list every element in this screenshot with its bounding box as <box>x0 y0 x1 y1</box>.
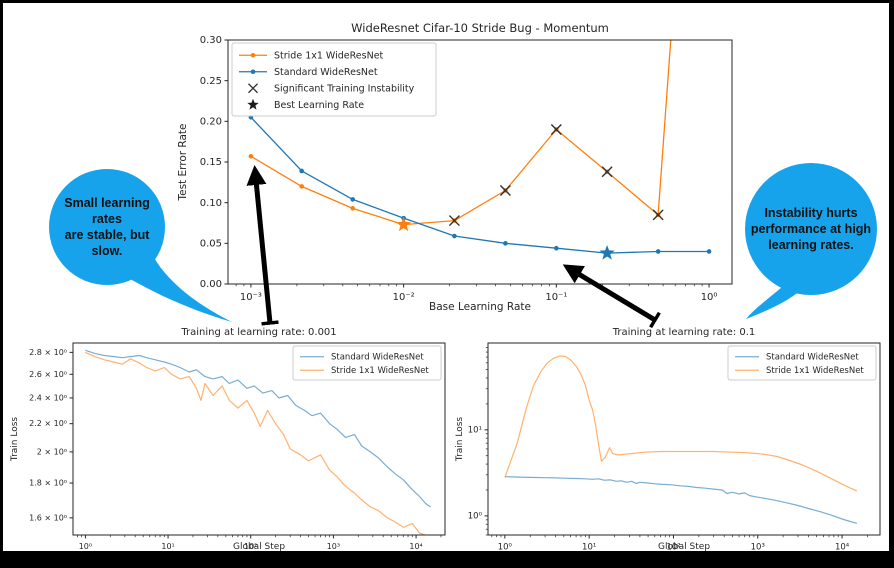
y-tick-label: 2.2 × 10⁰ <box>29 419 67 428</box>
x-tick-label: 10⁰ <box>701 292 718 303</box>
x-axis-label: Base Learning Rate <box>429 301 531 313</box>
plot-border <box>72 342 446 536</box>
instability-x-icon <box>248 83 258 94</box>
y-tick-label: 1.6 × 10⁰ <box>29 513 67 522</box>
right-speech-bubble-text: Instability hurts performance at high le… <box>750 206 872 252</box>
series-group <box>85 349 431 535</box>
train-loss-chart-lr-0001: 10⁰ 10¹ 10² 10³ 10⁴ 2.8 × 10⁰ 2.6 × 10⁰ 2.4 × 1… <box>10 327 446 551</box>
plot-border <box>487 342 881 536</box>
instability-markers <box>448 123 664 227</box>
x-tick-label: 10⁴ <box>409 542 422 551</box>
x-tick-label: 10¹ <box>161 542 174 551</box>
x-tick-label: 10³ <box>327 542 340 551</box>
y-tick-label: 1.8 × 10⁰ <box>29 479 67 488</box>
legend: Standard WideResNet Stride 1x1 WideResNet <box>727 345 877 381</box>
data-point <box>350 206 355 211</box>
data-point <box>350 197 355 202</box>
data-point <box>299 168 304 174</box>
y-tick-label: 2 × 10⁰ <box>37 447 67 456</box>
y-axis-label: Test Error Rate <box>177 123 189 201</box>
left-speech-bubble-text: Small learning rates are stable, but slo… <box>64 196 150 258</box>
legend-label: Significant Training Instability <box>274 83 415 94</box>
y-axis-label: Train Loss <box>10 417 20 463</box>
legend: Stride 1x1 WideResNet Standard WideResNet… <box>231 42 437 117</box>
y-tick-label: 0.15 <box>200 157 222 168</box>
y-axis: 0.00 0.05 0.10 0.15 0.20 0.25 0.30 <box>200 35 228 290</box>
data-point <box>706 249 712 254</box>
left-speech-bubble: Small learning rates are stable, but slo… <box>49 169 165 285</box>
series-line <box>250 116 710 254</box>
slide-canvas: 10⁻³ 10⁻² 10⁻¹ 10⁰ 0.00 0.05 0.10 0.15 0.20 0.25 0… <box>3 3 889 551</box>
legend-label: Stride 1x1 WideResNet <box>274 50 384 61</box>
data-point <box>503 241 508 246</box>
legend-label: Standard WideResNet <box>766 353 859 363</box>
legend-label: Stride 1x1 WideResNet <box>766 366 864 376</box>
x-tick-label: 10¹ <box>582 543 596 552</box>
legend-box <box>727 345 877 381</box>
series-group <box>504 355 858 524</box>
plot-border <box>227 39 733 285</box>
x-tick-label: 10⁻³ <box>240 292 262 303</box>
instability-x-icon <box>448 215 460 227</box>
series-line <box>504 476 858 524</box>
right-speech-bubble: Instability hurts performance at high le… <box>745 163 877 295</box>
y-tick-label: 0.25 <box>200 76 222 87</box>
series-line <box>504 355 858 492</box>
legend-star-icon <box>247 98 259 110</box>
instability-x-icon <box>601 166 613 178</box>
y-tick-label: 2.6 × 10⁰ <box>29 370 67 379</box>
x-tick-label: 10² <box>666 543 680 552</box>
best-lr-star-icon <box>599 245 615 260</box>
data-point <box>554 245 559 251</box>
legend: Standard WideResNet Stride 1x1 WideResNet <box>292 345 442 381</box>
y-axis-label: Train Loss <box>455 417 465 463</box>
instability-x-icon <box>550 123 562 135</box>
train-loss-chart-lr-01: 10⁰ 10¹ 10² 10³ 10⁴ 10⁰ 10¹ Training at learnin… <box>455 327 881 552</box>
legend-label: Standard WideResNet <box>331 353 424 363</box>
y-tick-label: 0.05 <box>200 239 222 250</box>
x-axis-label: Global Step <box>658 542 710 551</box>
instability-x-icon <box>499 184 511 196</box>
x-axis-label: Global Step <box>233 542 285 551</box>
y-tick-label: 0.10 <box>200 198 222 209</box>
legend-box <box>292 345 442 381</box>
x-tick-label: 10⁴ <box>835 543 850 552</box>
best-lr-star-icon <box>396 216 412 232</box>
y-tick-label: 0.20 <box>200 117 222 128</box>
legend-label: Best Learning Rate <box>274 100 364 111</box>
legend-label: Stride 1x1 WideResNet <box>331 366 429 376</box>
data-point <box>655 249 661 254</box>
y-tick-label: 10¹ <box>468 426 482 436</box>
data-point <box>248 154 254 159</box>
best-lr-markers <box>396 216 615 260</box>
legend-dot-sample <box>250 69 256 75</box>
chart-title: Training at learning rate: 0.001 <box>180 327 336 338</box>
legend-dot-sample <box>250 52 256 58</box>
y-tick-label: 0.30 <box>200 35 222 46</box>
test-error-chart: 10⁻³ 10⁻² 10⁻¹ 10⁰0.000.050.100.150.200.250… <box>177 21 733 313</box>
instability-x-icon <box>652 209 664 221</box>
y-tick-label: 2.8 × 10⁰ <box>29 348 67 357</box>
y-axis: 10⁰ 10¹ <box>468 347 488 536</box>
data-point <box>299 184 304 189</box>
x-tick-label: 10³ <box>751 543 765 552</box>
x-tick-label: 10² <box>244 542 257 551</box>
x-tick-label: 10⁰ <box>498 543 513 552</box>
legend-box <box>231 42 437 117</box>
x-tick-label: 10⁻² <box>393 292 415 303</box>
y-tick-label: 2.4 × 10⁰ <box>29 394 67 403</box>
y-tick-label: 0.00 <box>200 279 222 290</box>
y-axis: 2.8 × 10⁰ 2.6 × 10⁰ 2.4 × 10⁰ 2.2 × 10⁰ 2 × … <box>29 348 73 522</box>
series-line <box>85 349 431 508</box>
data-point <box>452 233 457 239</box>
series-line <box>250 40 672 226</box>
legend-label: Standard WideResNet <box>274 67 378 78</box>
chart-title: WideResnet Cifar-10 Stride Bug - Momentu… <box>351 21 609 35</box>
chart-title: Training at learning rate: 0.1 <box>612 327 756 338</box>
series-line <box>85 351 427 535</box>
x-tick-label: 10⁰ <box>79 542 92 551</box>
x-tick-label: 10⁻¹ <box>545 292 567 303</box>
y-tick-label: 10⁰ <box>468 512 483 522</box>
